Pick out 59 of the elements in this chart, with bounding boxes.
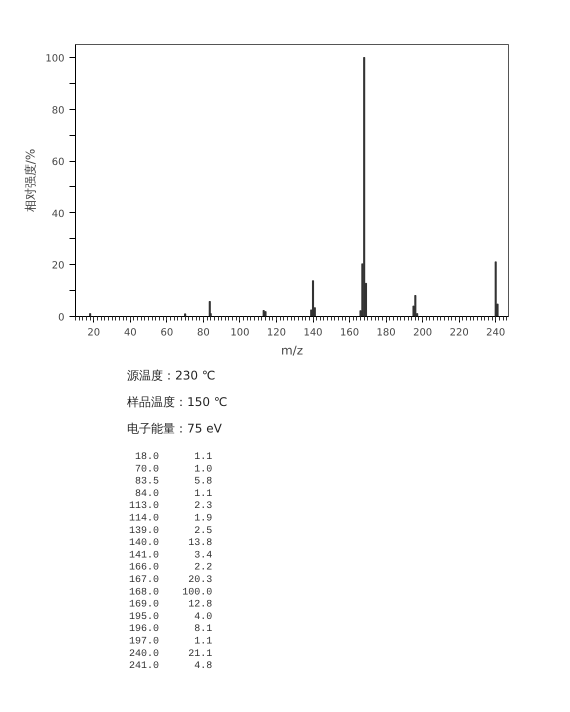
x-tick-label: 140 [303, 328, 323, 338]
x-tick-label: 120 [266, 328, 286, 338]
text: 18.0 [135, 452, 160, 463]
text: 167.0 [129, 575, 160, 586]
text: 5.8 [194, 476, 212, 488]
y-tick-label: 80 [52, 105, 65, 116]
x-tick-label: 80 [197, 328, 210, 338]
x-tick-label: 160 [340, 328, 360, 338]
x-tick-label: 240 [486, 328, 506, 338]
y-tick-label: 100 [45, 53, 65, 64]
text: 1.1 [194, 452, 212, 463]
text: 114.0 [129, 514, 160, 524]
text: 1.0 [194, 464, 212, 476]
text: 169.0 [129, 600, 160, 611]
y-axis-title: 相对强度/% [23, 148, 38, 212]
text: 2.2 [194, 562, 212, 574]
x-tick-label: 180 [376, 328, 396, 338]
text: 70.0 [135, 464, 160, 476]
x-tick-label: 40 [124, 328, 137, 338]
text: 13.8 [188, 538, 212, 550]
x-tick-label: 20 [87, 328, 100, 338]
text: 84.0 [135, 488, 160, 500]
y-tick-label: 40 [52, 208, 65, 220]
x-tick-label: 60 [160, 328, 174, 338]
x-tick-label: 200 [413, 328, 432, 338]
text: 2.3 [194, 501, 212, 512]
text: 3.4 [194, 550, 212, 562]
text: 241.0 [129, 661, 160, 672]
x-axis-title: m/z [280, 344, 304, 358]
text: 1.9 [194, 514, 212, 524]
y-tick-label: 60 [52, 157, 65, 168]
text: 电子能量：75 eV [127, 422, 223, 436]
y-tick-label: 0 [58, 312, 65, 324]
x-tick-label: 100 [230, 328, 250, 338]
text: 12.8 [188, 600, 212, 611]
y-tick-label: 20 [52, 260, 65, 272]
text: 168.0 [129, 587, 160, 598]
text: 113.0 [129, 501, 160, 512]
text: 196.0 [129, 624, 160, 636]
x-tick-label: 220 [450, 328, 469, 338]
text: 100.0 [182, 587, 212, 598]
text: 1.1 [194, 488, 212, 500]
text: 2.5 [194, 526, 212, 537]
text: 195.0 [129, 612, 160, 623]
text: 240.0 [129, 648, 160, 660]
text: 8.1 [194, 624, 212, 636]
text: 4.8 [194, 661, 212, 672]
text: 4.0 [194, 612, 212, 623]
text: 1.1 [194, 636, 212, 648]
text: 样品温度：150 ℃ [127, 395, 228, 409]
text: 20.3 [188, 575, 212, 586]
text: 197.0 [129, 636, 160, 648]
text: 源温度：230 ℃ [127, 368, 216, 382]
text: 21.1 [188, 648, 212, 660]
text: 166.0 [129, 562, 160, 574]
text: 83.5 [135, 476, 160, 488]
text: 140.0 [129, 538, 160, 550]
text: 141.0 [129, 550, 160, 562]
text: 139.0 [129, 526, 160, 537]
